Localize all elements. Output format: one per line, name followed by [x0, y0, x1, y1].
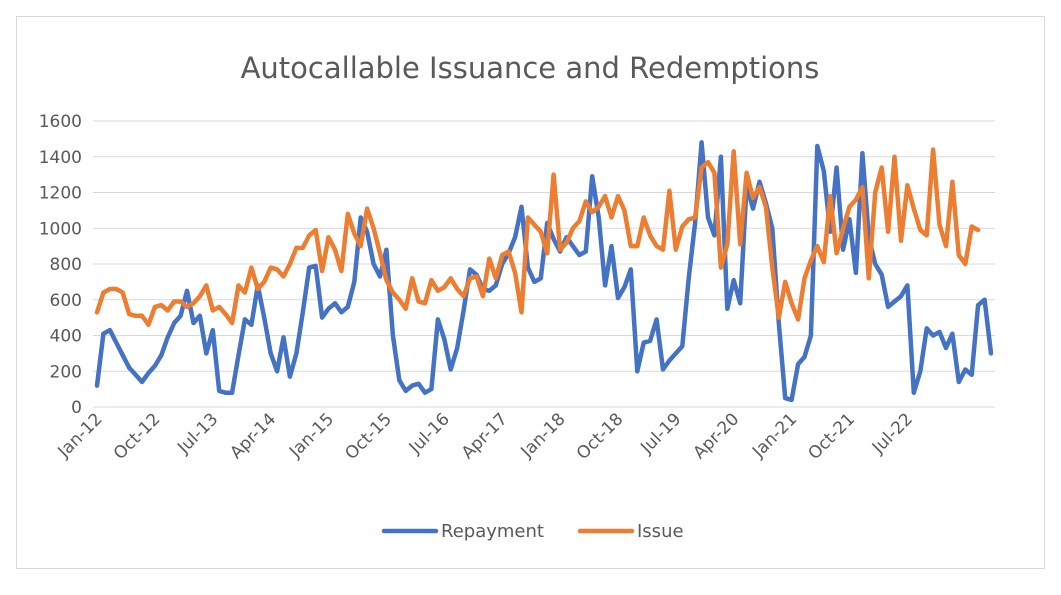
y-axis: 0 200 400 600 800 1000 1200 1400 1600	[39, 112, 82, 418]
x-tick-label: Jul-16	[405, 409, 454, 458]
y-tick-label: 600	[50, 291, 82, 311]
series-line-repayment	[94, 140, 994, 403]
x-tick-label: Jul-19	[636, 409, 685, 458]
x-tick-label: Oct-18	[573, 409, 628, 464]
x-tick-label: Oct-15	[341, 409, 396, 464]
x-axis: Jan-12 Oct-12 Jul-13 Apr-14 Jan-15 Oct-15 Jul-…	[54, 409, 917, 464]
x-tick-label: Oct-12	[110, 409, 165, 464]
y-tick-label: 1200	[39, 184, 82, 204]
y-tick-label: 1400	[39, 148, 82, 168]
legend: Repayment Issue	[381, 521, 684, 542]
x-tick-label: Apr-14	[226, 409, 280, 463]
series-line-issue	[94, 147, 981, 328]
y-tick-label: 200	[50, 362, 82, 382]
legend-label-issue: Issue	[637, 521, 684, 542]
x-tick-label: Jan-21	[748, 409, 801, 462]
x-tick-label: Oct-21	[804, 409, 859, 464]
y-tick-label: 1000	[39, 219, 82, 239]
y-tick-label: 1600	[39, 112, 82, 132]
y-tick-label: 400	[50, 327, 82, 347]
chart-title: Autocallable Issuance and Redemptions	[241, 51, 820, 85]
x-tick-label: Jul-22	[868, 409, 917, 458]
y-tick-label: 0	[71, 398, 82, 418]
y-tick-label: 800	[50, 255, 82, 275]
x-tick-label: Jul-13	[173, 409, 222, 458]
x-tick-label: Apr-17	[458, 409, 512, 463]
legend-label-repayment: Repayment	[441, 521, 544, 542]
series-lines	[94, 140, 994, 403]
x-tick-label: Jan-18	[517, 409, 570, 462]
x-tick-label: Jan-15	[285, 409, 338, 462]
x-tick-label: Apr-20	[689, 409, 743, 463]
